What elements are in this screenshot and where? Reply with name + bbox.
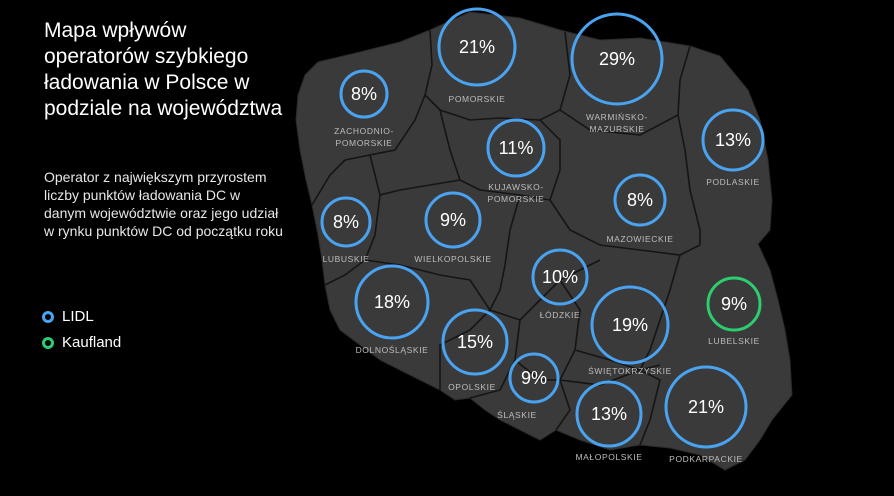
share-ring [441, 308, 509, 376]
share-value: 15% [457, 332, 493, 352]
legend-item-lidl: LIDL [42, 308, 94, 325]
share-value: 9% [521, 368, 547, 388]
share-ring [575, 380, 643, 448]
legend-label: Kaufland [62, 334, 122, 351]
share-value: 9% [721, 294, 747, 314]
legend-ring-icon [42, 336, 54, 349]
share-ring [508, 352, 560, 404]
voivodeship-borders [311, 29, 701, 446]
share-ring [706, 276, 762, 332]
region-label: DOLNOŚLĄSKIE [356, 344, 429, 355]
share-value: 10% [542, 267, 578, 287]
region-label: ŚWIĘTOKRZYSKIE [588, 365, 672, 376]
share-ring [339, 69, 389, 119]
legend-ring-icon [42, 310, 54, 323]
region-label: MAŁOPOLSKIE [575, 452, 642, 462]
share-value: 9% [440, 210, 466, 230]
region-label: LUBELSKIE [708, 336, 760, 346]
share-ring [354, 264, 430, 340]
region-label: WARMIŃSKO-MAZURSKIE [586, 112, 648, 134]
region-label: MAZOWIECKIE [606, 234, 673, 244]
map-subtitle: Operator z największym przyrostem liczby… [44, 169, 283, 239]
share-value: 8% [333, 212, 359, 232]
share-ring [613, 173, 667, 227]
share-value: 8% [351, 84, 377, 104]
share-value: 21% [688, 397, 724, 417]
region-label: ŁÓDZKIE [540, 310, 581, 320]
region-label: ŚLĄSKIE [497, 409, 537, 420]
region-label: LUBUSKIE [323, 254, 370, 264]
share-ring [486, 118, 546, 178]
region-label: PODKARPACKIE [669, 454, 743, 464]
share-value: 18% [374, 292, 410, 312]
region-label: KUJAWSKO-POMORSKIE [488, 182, 545, 204]
share-value: 21% [459, 37, 495, 57]
share-ring [570, 12, 664, 106]
share-ring [531, 248, 589, 306]
share-ring [424, 191, 482, 249]
region-label: ZACHODNIO-POMORSKIE [334, 126, 394, 148]
share-value: 29% [599, 49, 635, 69]
map-title: Mapa wpływów operatorów szybkiego ładowa… [44, 19, 283, 120]
share-ring [320, 196, 372, 248]
region-label: WIELKOPOLSKIE [414, 254, 491, 264]
share-value: 11% [499, 138, 534, 158]
share-ring [701, 108, 765, 172]
region-label: OPOLSKIE [448, 382, 496, 392]
share-ring [590, 285, 670, 365]
share-value: 13% [715, 130, 751, 150]
legend-label: LIDL [62, 308, 94, 325]
share-value: 19% [612, 315, 648, 335]
region-label: POMORSKIE [449, 94, 506, 104]
share-ring [664, 365, 748, 449]
share-value: 8% [627, 190, 653, 210]
legend-item-kaufland: Kaufland [42, 334, 121, 351]
share-value: 13% [591, 404, 627, 424]
region-markers: ZACHODNIO-POMORSKIE 8% POMORSKIE 21% WARMIŃS… [320, 7, 765, 464]
region-label: PODLASKIE [706, 177, 760, 187]
share-ring [437, 7, 517, 87]
